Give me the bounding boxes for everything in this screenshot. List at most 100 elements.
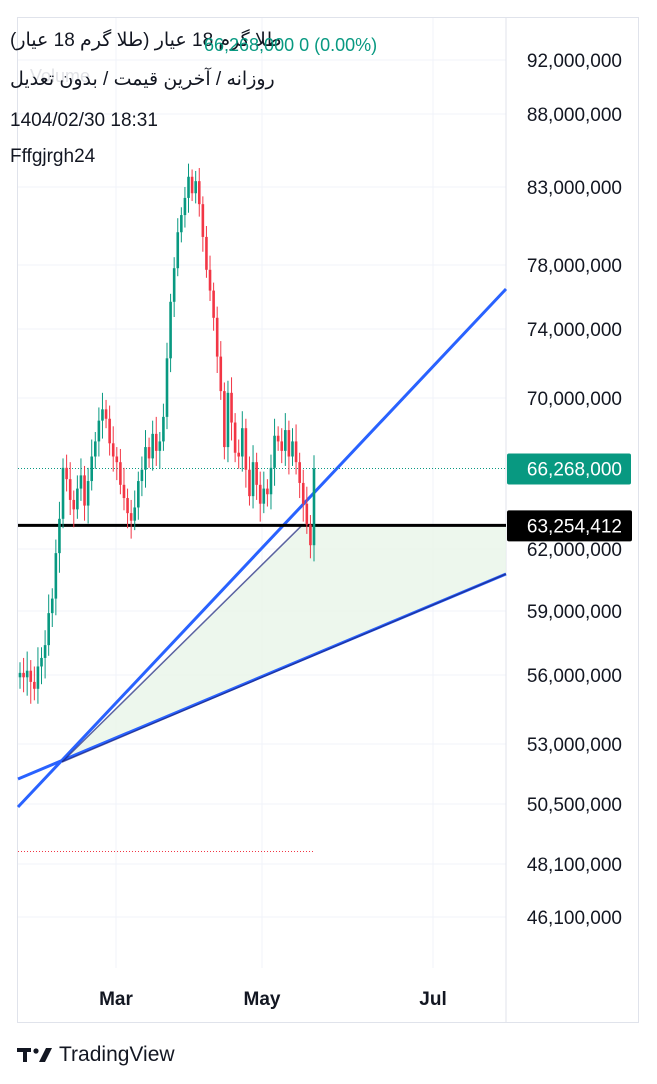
candle-body — [244, 428, 248, 470]
candle-body — [309, 524, 312, 546]
candle-body — [93, 441, 97, 457]
candle-body — [215, 317, 219, 357]
price-tick-label: 74,000,000 — [527, 320, 622, 341]
candle-body — [208, 269, 212, 291]
price-tick-label: 56,000,000 — [527, 666, 622, 687]
author-name: Fffgjrgh24 — [10, 146, 96, 167]
timestamp: 1404/02/30 18:31 — [10, 110, 158, 131]
candle-body — [223, 391, 226, 448]
candle-body — [269, 467, 273, 495]
candle-body — [47, 613, 50, 646]
last-price-badge-label: 66,268,000 — [527, 459, 622, 480]
candle-body — [83, 475, 86, 506]
candle-body — [240, 428, 244, 457]
candle-body — [190, 176, 194, 194]
candle-body — [86, 481, 90, 506]
candle-body — [22, 672, 25, 678]
candle-body — [29, 670, 33, 682]
price-tick-label: 62,000,000 — [527, 540, 622, 561]
candle-body — [287, 430, 291, 457]
last-price-badge: 66,268,000 — [507, 453, 631, 485]
candle-body — [90, 456, 94, 482]
chart-area[interactable]: 92,000,000 88,000,000 83,000,000 78,000,000… — [0, 0, 657, 1030]
candle-body — [18, 672, 22, 678]
candle-body — [147, 447, 151, 459]
chart-subtitle: روزانه / آخرین قیمت / بدون تعدیل — [10, 69, 275, 90]
chart-frame — [17, 17, 639, 1023]
candle-body — [108, 418, 111, 444]
candle-body — [251, 462, 255, 497]
candle-body — [50, 598, 54, 614]
candle-body — [122, 484, 126, 499]
candle-body — [165, 358, 169, 417]
candle-body — [301, 482, 305, 504]
candle-body — [280, 441, 284, 451]
footer-branding[interactable]: TradingView — [17, 1040, 175, 1070]
candle-body — [262, 488, 266, 504]
tradingview-logo-icon — [17, 1048, 52, 1062]
level-badge-label: 63,254,412 — [527, 516, 622, 537]
candle-body — [54, 553, 58, 599]
candle-body — [273, 435, 276, 468]
price-tick-label: 48,100,000 — [527, 855, 622, 876]
candle-body — [76, 488, 79, 510]
channel-edge-dark-lower — [61, 573, 507, 763]
time-tick-label: Jul — [419, 989, 446, 1010]
candle-body — [154, 433, 158, 451]
candle-body — [119, 462, 122, 485]
candle-body — [65, 467, 68, 480]
channel-fill — [62, 525, 506, 762]
price-tick-label: 83,000,000 — [527, 178, 622, 199]
last-price-badge-bg — [507, 453, 631, 485]
candle-body — [115, 456, 119, 463]
price-tick-label: 46,100,000 — [527, 908, 622, 929]
candle-body — [162, 416, 165, 442]
volume-ghost-label: Volume — [30, 66, 91, 86]
candle-body — [33, 681, 36, 689]
price-tick-label: 53,000,000 — [527, 735, 622, 756]
price-tick-label: 92,000,000 — [527, 51, 622, 72]
candle-body — [180, 215, 183, 233]
candle-body — [126, 498, 129, 514]
tradingview-brand-text: TradingView — [59, 1043, 175, 1066]
price-tick-label: 70,000,000 — [527, 389, 622, 410]
candle-body — [226, 392, 230, 448]
candle-body — [68, 479, 72, 500]
candle-body — [212, 290, 215, 318]
candle-body — [248, 469, 251, 497]
time-tick-label: Mar — [99, 989, 133, 1010]
candle-body — [194, 181, 197, 194]
channel-edge-dark — [61, 524, 303, 763]
candle-body — [230, 392, 233, 423]
candle-body — [101, 409, 104, 421]
candle-body — [72, 499, 76, 510]
price-change-readout: 66,268,000 0 (0.00%) — [204, 35, 378, 55]
candle-body — [183, 197, 187, 216]
trendline-ascending — [16, 287, 508, 809]
level-badge: 63,254,412 — [507, 510, 632, 542]
price-tick-label: 50,500,000 — [527, 795, 622, 816]
candle-body — [305, 503, 309, 525]
level-badge-bg — [507, 510, 632, 542]
candle-body — [43, 645, 47, 658]
candle-body — [237, 452, 241, 457]
candle-body — [111, 443, 115, 457]
candle-body — [144, 447, 147, 470]
candle-body — [255, 462, 258, 485]
candle-body — [158, 441, 162, 451]
candle-body — [176, 232, 180, 269]
candle-body — [36, 666, 40, 689]
candle-body — [137, 481, 140, 508]
candle-body — [58, 518, 61, 554]
candle-body — [219, 356, 223, 392]
candle-body — [79, 475, 83, 489]
candle-body — [266, 488, 269, 495]
candle-body — [129, 513, 133, 521]
price-tick-label: 59,000,000 — [527, 602, 622, 623]
candle-body — [291, 441, 294, 457]
candle-body — [140, 469, 144, 482]
symbol-title: طلا گرم 18 عیار (طلا گرم 18 عیار) — [10, 30, 282, 51]
candle-body — [233, 422, 237, 453]
candle-body — [187, 176, 190, 198]
candle-body — [205, 236, 208, 270]
